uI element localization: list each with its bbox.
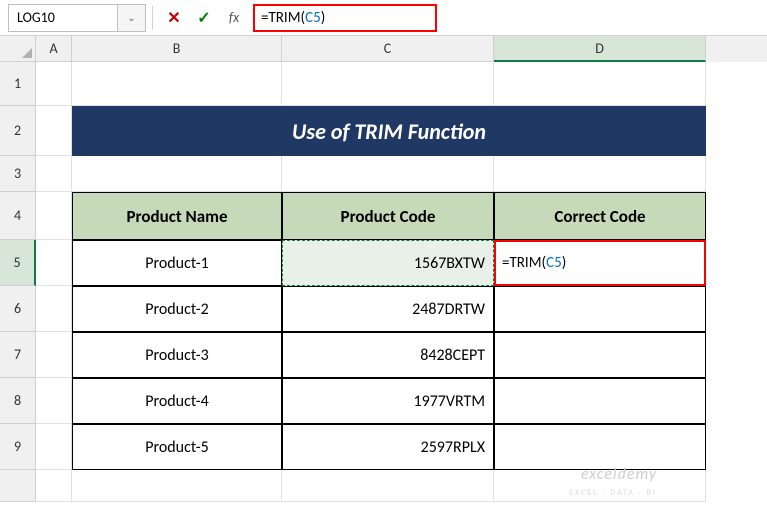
active-formula-ref: C5 <box>546 254 562 272</box>
cell-a5[interactable] <box>36 240 72 286</box>
cell-a9[interactable] <box>36 424 72 470</box>
cell-d3[interactable] <box>494 156 706 192</box>
cell-c3[interactable] <box>282 156 494 192</box>
col-header-b[interactable]: B <box>72 36 282 62</box>
row-headers: 1 2 3 4 5 6 7 8 9 <box>0 62 36 502</box>
cell-c8[interactable]: 1977VRTM <box>282 378 494 424</box>
cells: Use of TRIM Function Product Name Produc… <box>36 62 706 502</box>
name-box[interactable]: LOG10 <box>8 4 118 32</box>
cell-a4[interactable] <box>36 192 72 240</box>
cell-d1[interactable] <box>494 62 706 106</box>
cell-d5-active[interactable]: =TRIM(C5) <box>494 240 706 286</box>
cell-b8[interactable]: Product-4 <box>72 378 282 424</box>
cell-c10[interactable] <box>282 470 494 502</box>
cell-a1[interactable] <box>36 62 72 106</box>
active-formula-prefix: =TRIM( <box>502 254 546 272</box>
row-header-3[interactable]: 3 <box>0 156 36 192</box>
header-correct-code[interactable]: Correct Code <box>494 192 706 240</box>
header-product-name[interactable]: Product Name <box>72 192 282 240</box>
row-header-6[interactable]: 6 <box>0 286 36 332</box>
grid: 1 2 3 4 5 6 7 8 9 Use of TRIM Function <box>0 62 767 502</box>
name-box-dropdown[interactable]: ⌄ <box>118 4 146 32</box>
col-header-a[interactable]: A <box>36 36 72 62</box>
title-cell[interactable]: Use of TRIM Function <box>72 106 706 156</box>
cell-a6[interactable] <box>36 286 72 332</box>
cell-b3[interactable] <box>72 156 282 192</box>
row-header-4[interactable]: 4 <box>0 192 36 240</box>
cell-a7[interactable] <box>36 332 72 378</box>
cell-d9[interactable] <box>494 424 706 470</box>
row-header-1[interactable]: 1 <box>0 62 36 106</box>
cell-b6[interactable]: Product-2 <box>72 286 282 332</box>
cell-a10[interactable] <box>36 470 72 502</box>
formula-bar: LOG10 ⌄ ✕ ✓ fx =TRIM(C5) <box>0 0 767 36</box>
cell-b10[interactable] <box>72 470 282 502</box>
cell-b1[interactable] <box>72 62 282 106</box>
cell-c7[interactable]: 8428CEPT <box>282 332 494 378</box>
cell-d6[interactable] <box>494 286 706 332</box>
header-product-code[interactable]: Product Code <box>282 192 494 240</box>
row-header-7[interactable]: 7 <box>0 332 36 378</box>
cell-c9[interactable]: 2597RPLX <box>282 424 494 470</box>
formula-text-suffix: ) <box>321 9 326 27</box>
row-header-2[interactable]: 2 <box>0 106 36 156</box>
accept-icon[interactable]: ✓ <box>191 5 217 31</box>
row-header-8[interactable]: 8 <box>0 378 36 424</box>
cell-c5[interactable]: 1567BXTW <box>282 240 494 286</box>
formula-text-ref: C5 <box>305 9 321 27</box>
row-header-9[interactable]: 9 <box>0 424 36 470</box>
formula-input[interactable]: =TRIM(C5) <box>253 4 437 32</box>
col-header-c[interactable]: C <box>282 36 494 62</box>
row-header-5[interactable]: 5 <box>0 240 36 286</box>
cancel-icon[interactable]: ✕ <box>161 5 187 31</box>
column-headers: A B C D <box>0 36 767 62</box>
active-formula-suffix: ) <box>562 254 567 272</box>
row-header-10[interactable] <box>0 470 36 502</box>
cell-d8[interactable] <box>494 378 706 424</box>
formula-text-prefix: =TRIM( <box>261 9 305 27</box>
cell-a8[interactable] <box>36 378 72 424</box>
cell-a2[interactable] <box>36 106 72 156</box>
cell-c1[interactable] <box>282 62 494 106</box>
separator <box>152 6 153 30</box>
fx-icon[interactable]: fx <box>221 5 247 31</box>
cell-d10[interactable] <box>494 470 706 502</box>
cell-c6[interactable]: 2487DRTW <box>282 286 494 332</box>
cell-b7[interactable]: Product-3 <box>72 332 282 378</box>
cell-b9[interactable]: Product-5 <box>72 424 282 470</box>
cell-d7[interactable] <box>494 332 706 378</box>
cell-a3[interactable] <box>36 156 72 192</box>
select-all-button[interactable] <box>0 36 36 62</box>
col-header-d[interactable]: D <box>494 36 706 62</box>
cell-b5[interactable]: Product-1 <box>72 240 282 286</box>
